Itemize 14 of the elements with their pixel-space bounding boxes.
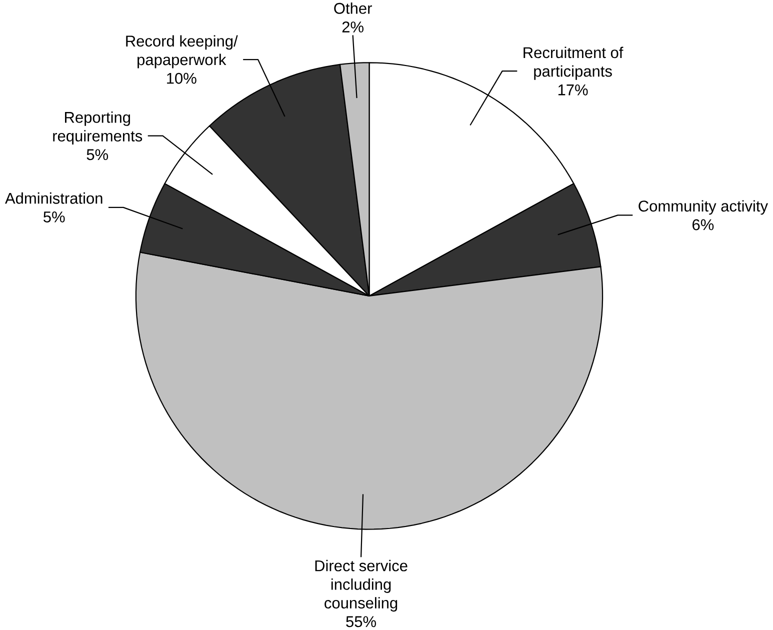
data-label: 17%	[558, 84, 588, 96]
slice-label: Administration	[5, 192, 102, 204]
slice-label: Community activity	[638, 200, 768, 215]
slice-label: Other	[334, 2, 372, 14]
slice-label: Record keeping/ papaperwork	[126, 35, 238, 68]
data-label: 5%	[86, 149, 108, 160]
data-label: 5%	[44, 212, 65, 223]
slice-label: Recruitment of participants	[524, 46, 624, 80]
slice-label: Direct service including counseling	[315, 560, 408, 612]
slice-label: Reporting requirements	[53, 112, 142, 145]
data-label: 55%	[346, 616, 376, 628]
data-label: 10%	[167, 73, 196, 84]
data-label: 2%	[342, 22, 364, 33]
data-label: 6%	[692, 219, 714, 230]
